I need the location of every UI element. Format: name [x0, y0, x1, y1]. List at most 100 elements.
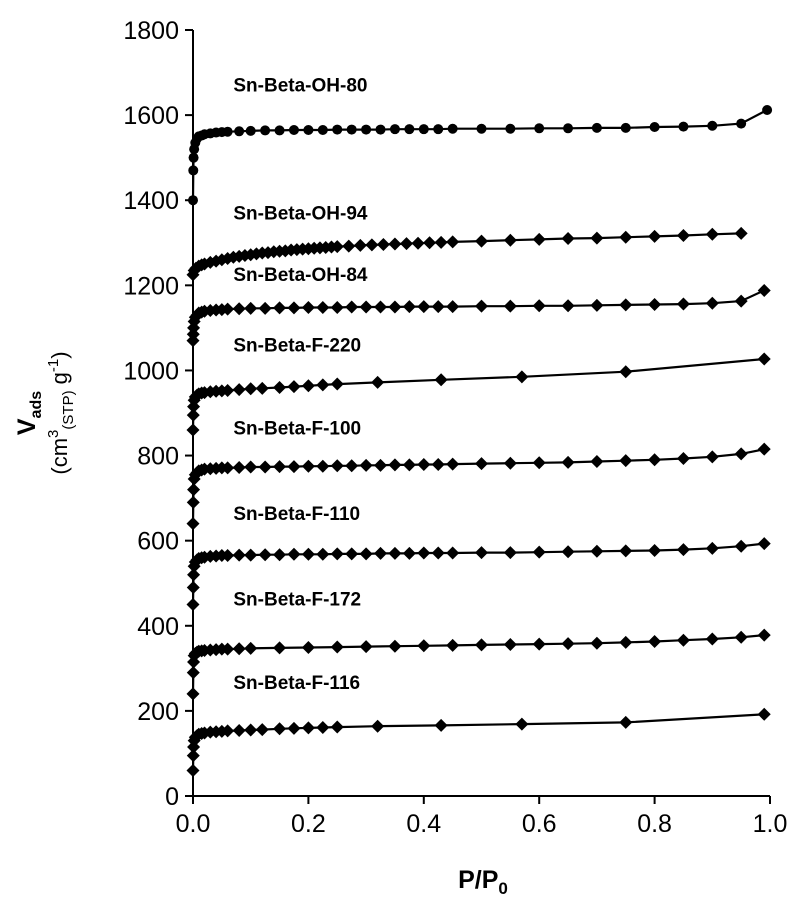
- data-point: [359, 458, 373, 472]
- data-point: [316, 378, 330, 392]
- y-unit-sup1: 3: [45, 430, 62, 438]
- data-point: [303, 125, 314, 136]
- data-point: [561, 455, 575, 469]
- data-point: [762, 105, 773, 116]
- data-point: [434, 718, 448, 732]
- series-label-sn-beta-f-110: Sn-Beta-F-110: [233, 504, 360, 525]
- series-label-sn-beta-f-172: Sn-Beta-F-172: [233, 589, 361, 610]
- data-point: [273, 460, 287, 474]
- data-point: [317, 125, 328, 136]
- y-tick-label: 400: [137, 613, 179, 641]
- series-sn-beta-f-172: [186, 628, 771, 701]
- x-tick-label: 0.4: [406, 810, 441, 838]
- data-point: [273, 548, 287, 562]
- data-point: [376, 237, 390, 251]
- data-point: [648, 543, 662, 557]
- y-tick-label: 600: [137, 528, 179, 556]
- data-point: [757, 283, 771, 297]
- data-point: [186, 749, 200, 763]
- data-point: [359, 547, 373, 561]
- data-point: [274, 125, 285, 136]
- data-point: [475, 457, 488, 471]
- data-point: [434, 235, 448, 249]
- data-point: [734, 294, 748, 308]
- data-point: [707, 120, 718, 131]
- data-point: [359, 300, 373, 314]
- data-point: [255, 381, 269, 395]
- data-point: [619, 230, 633, 244]
- data-point: [330, 300, 344, 314]
- data-point: [649, 122, 660, 133]
- x-axis-title-sub: 0: [498, 879, 507, 898]
- y-axis-title-group: Vads (cm3(STP) g-1): [13, 351, 77, 474]
- data-point: [431, 457, 445, 471]
- data-point: [301, 300, 315, 314]
- data-point: [446, 638, 460, 652]
- data-point: [563, 123, 574, 134]
- data-point: [505, 123, 516, 134]
- data-point: [534, 123, 545, 134]
- data-point: [287, 380, 301, 394]
- data-point: [273, 380, 287, 394]
- data-point: [345, 547, 359, 561]
- data-point: [734, 447, 748, 461]
- data-point: [476, 123, 487, 134]
- data-point: [532, 456, 546, 470]
- data-point: [503, 546, 517, 560]
- data-point: [734, 539, 748, 553]
- data-point: [301, 459, 315, 473]
- x-tick-label: 0.6: [522, 810, 557, 838]
- x-tick-label: 1.0: [753, 810, 788, 838]
- data-point: [590, 231, 604, 245]
- series-group: [186, 105, 773, 777]
- y-tick-label: 1800: [123, 17, 179, 45]
- data-point: [423, 236, 437, 250]
- data-point: [374, 300, 388, 314]
- data-point: [705, 296, 719, 310]
- data-point: [215, 253, 229, 267]
- data-point: [446, 546, 460, 560]
- series-label-sn-beta-oh-94: Sn-Beta-OH-94: [233, 203, 368, 224]
- data-point: [345, 300, 359, 314]
- data-point: [330, 720, 344, 734]
- data-point: [287, 547, 301, 561]
- data-point: [244, 548, 258, 562]
- data-point: [648, 297, 662, 311]
- data-point: [353, 238, 367, 252]
- y-tick-label: 800: [137, 443, 179, 471]
- data-point: [316, 720, 330, 734]
- data-point: [301, 379, 315, 393]
- data-point: [705, 450, 719, 464]
- data-point: [388, 639, 402, 653]
- y-unit-open: (cm: [47, 438, 72, 475]
- data-point: [503, 456, 517, 470]
- x-axis-title-base: P/P: [458, 866, 498, 894]
- data-point: [561, 637, 575, 651]
- data-point: [757, 707, 771, 721]
- series-label-sn-beta-oh-84: Sn-Beta-OH-84: [233, 265, 368, 286]
- data-point: [757, 352, 771, 366]
- data-point: [676, 452, 690, 466]
- series-label-sn-beta-f-116: Sn-Beta-F-116: [233, 673, 360, 694]
- data-point: [417, 300, 431, 314]
- data-point: [187, 568, 201, 582]
- data-point: [186, 666, 200, 680]
- data-point: [676, 229, 690, 243]
- data-point: [417, 457, 431, 471]
- data-point: [388, 546, 402, 560]
- y-tick-label: 1400: [123, 187, 179, 215]
- data-point: [515, 717, 529, 731]
- data-point: [232, 642, 246, 656]
- data-point: [402, 458, 416, 472]
- x-ticks: 0.0 0.2 0.4 0.6 0.8 1.0: [176, 796, 788, 838]
- data-point: [648, 635, 662, 649]
- data-point: [503, 233, 517, 247]
- data-point: [361, 124, 372, 135]
- data-point: [532, 637, 546, 651]
- y-tick-label: 1000: [123, 357, 179, 385]
- data-point: [515, 370, 529, 384]
- data-point: [244, 382, 258, 396]
- data-point: [590, 455, 604, 469]
- data-point: [676, 543, 690, 557]
